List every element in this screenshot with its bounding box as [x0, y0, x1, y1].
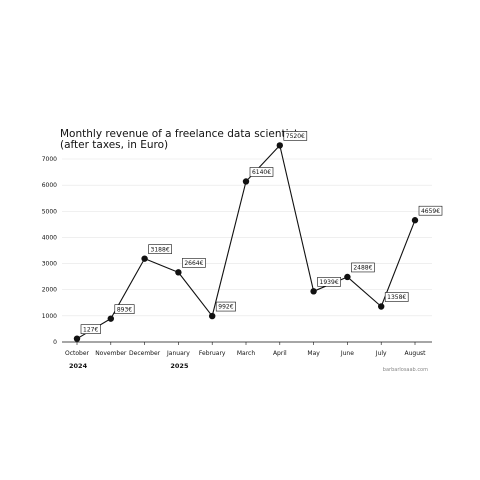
x-tick-label: November	[95, 350, 127, 357]
data-label-box	[80, 324, 101, 334]
y-tick-label: 2000	[42, 287, 57, 294]
data-label: 3188€	[151, 246, 170, 253]
data-label: 2664€	[184, 260, 203, 267]
y-tick-label: 7000	[42, 156, 57, 163]
data-label-box	[351, 262, 375, 273]
chart-subtitle: (after taxes, in Euro)	[60, 139, 169, 151]
data-label: 893€	[117, 306, 132, 313]
data-label: 1939€	[320, 279, 339, 286]
data-label-box	[215, 301, 236, 312]
x-tick-label: April	[273, 350, 287, 357]
x-tick-label: August	[405, 350, 427, 357]
data-label: 2488€	[353, 265, 372, 272]
x-tick-label: May	[307, 350, 320, 357]
x-tick-label: December	[129, 350, 161, 357]
data-point	[310, 288, 317, 295]
y-tick-label: 0	[53, 339, 57, 346]
x-tick-label: March	[237, 350, 255, 357]
data-point	[378, 303, 385, 310]
data-point	[411, 217, 419, 224]
data-label: 127€	[83, 326, 98, 333]
data-point	[242, 178, 250, 185]
chart-title: Monthly revenue of a freelance data scie…	[60, 128, 299, 140]
x-tick-label: February	[199, 350, 226, 357]
data-label-box	[182, 258, 206, 268]
y-tick-label: 1000	[42, 313, 57, 320]
y-tick-label: 4000	[42, 234, 57, 241]
x-tick-label: June	[340, 350, 354, 357]
x-tick-label: October	[65, 350, 90, 357]
data-label: 7520€	[286, 133, 305, 140]
data-label-box	[114, 304, 135, 314]
data-label-box	[384, 292, 409, 302]
data-point	[73, 335, 81, 342]
data-point	[107, 315, 115, 322]
data-point	[175, 269, 182, 276]
credit-text: barbarlosaab.com	[383, 367, 428, 373]
data-label-box	[148, 244, 172, 254]
data-point	[276, 142, 283, 149]
y-tick-label: 6000	[42, 182, 57, 189]
data-label: 992€	[218, 304, 233, 311]
data-point	[209, 312, 216, 320]
y-tick-label: 5000	[42, 208, 57, 215]
data-label: 4659€	[421, 208, 440, 215]
data-point	[141, 255, 148, 262]
x-tick-label: July	[375, 350, 387, 357]
data-label-box	[418, 205, 443, 216]
data-label-box	[249, 167, 274, 177]
y-tick-label: 3000	[42, 261, 57, 268]
data-label-box	[283, 131, 308, 141]
year-label: 2024	[69, 362, 88, 370]
data-label: 6140€	[252, 169, 271, 176]
data-label: 1358€	[387, 294, 406, 301]
year-label: 2025	[170, 362, 189, 370]
data-point	[344, 273, 351, 281]
x-tick-label: January	[166, 350, 190, 357]
data-label-box	[317, 277, 341, 287]
